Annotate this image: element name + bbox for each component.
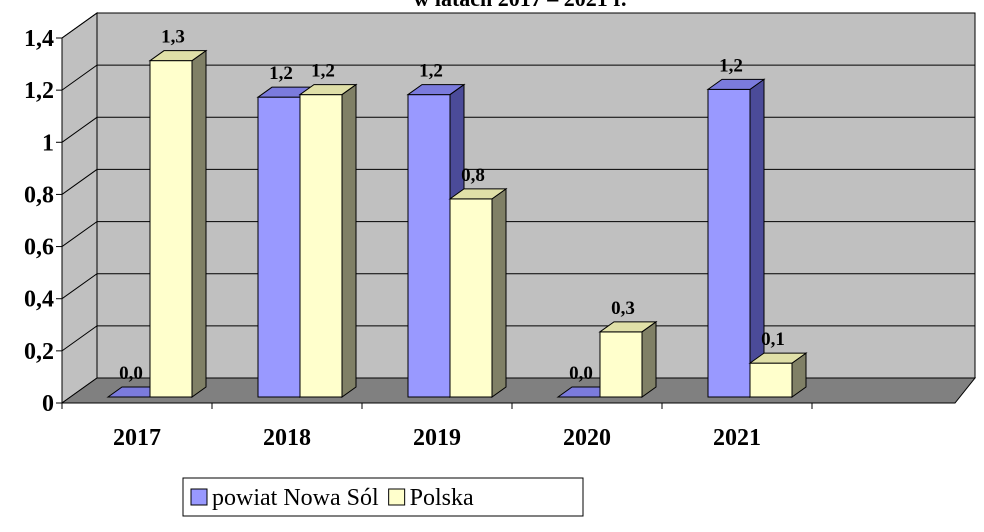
- x-tick-label: 2019: [413, 425, 461, 451]
- y-tick-label: 0,2: [24, 339, 54, 365]
- bar-side: [341, 83, 357, 398]
- bar: [298, 83, 358, 398]
- data-label: 0,3: [611, 298, 635, 319]
- data-label: 1,2: [719, 55, 743, 76]
- bar: [706, 78, 766, 398]
- data-label: 0,1: [761, 329, 785, 350]
- bar-side: [191, 49, 207, 398]
- bar-front: [707, 88, 751, 398]
- bar-top: [448, 188, 508, 200]
- bar-top: [706, 78, 766, 90]
- bar-front: [257, 96, 301, 398]
- x-tick-label: 2020: [563, 425, 611, 451]
- grid-line: [61, 325, 975, 352]
- bar-top: [748, 352, 808, 364]
- grid-line: [61, 168, 975, 195]
- grid-line: [61, 12, 975, 39]
- y-tick-label: 1,4: [24, 26, 54, 52]
- bar-front: [407, 94, 451, 398]
- x-tick-label: 2021: [713, 425, 761, 451]
- data-label: 1,3: [161, 27, 185, 48]
- legend-swatch: [388, 488, 406, 506]
- y-tick-label: 0,6: [24, 235, 54, 261]
- back-wall: [96, 12, 976, 379]
- legend-swatch: [190, 488, 208, 506]
- legend-box: [182, 477, 584, 517]
- bar-side: [491, 187, 507, 398]
- bar-side: [641, 320, 657, 398]
- grid-line: [61, 221, 975, 247]
- data-label: 0,8: [461, 165, 485, 186]
- y-tick-label: 0: [42, 391, 54, 417]
- data-label: 0,0: [569, 363, 593, 384]
- legend: powiat Nowa Sól Polska: [182, 477, 584, 517]
- chart-title: w latach 2017 – 2021 r.: [413, 0, 626, 11]
- bar: [598, 320, 658, 398]
- legend-label: powiat Nowa Sól: [212, 485, 379, 511]
- bar-front: [749, 362, 793, 398]
- bar-front: [299, 94, 343, 398]
- x-tick-label: 2017: [113, 425, 161, 451]
- bar-front: [599, 331, 643, 398]
- bar: [148, 49, 208, 398]
- y-tick-label: 0,4: [24, 287, 54, 313]
- y-tick-label: 1,2: [24, 78, 54, 104]
- bar-top: [298, 84, 358, 96]
- data-label: 0,0: [119, 363, 143, 384]
- legend-label: Polska: [410, 485, 474, 511]
- y-tick-label: 1: [42, 130, 54, 156]
- bar: [448, 187, 508, 398]
- data-label: 1,2: [269, 63, 293, 84]
- grid-line: [61, 273, 975, 300]
- x-tick-label: 2018: [263, 425, 311, 451]
- grid-line: [61, 116, 975, 143]
- bar-front: [449, 198, 493, 398]
- bar: [748, 352, 808, 398]
- grid-line: [61, 64, 975, 91]
- side-wall: [61, 12, 98, 404]
- bar-top: [148, 50, 208, 62]
- bar-top: [598, 321, 658, 333]
- y-tick-label: 0,8: [24, 182, 54, 208]
- bar-top: [406, 84, 466, 96]
- data-label: 1,2: [419, 61, 443, 82]
- data-label: 1,2: [311, 61, 335, 82]
- bar-front: [149, 60, 193, 398]
